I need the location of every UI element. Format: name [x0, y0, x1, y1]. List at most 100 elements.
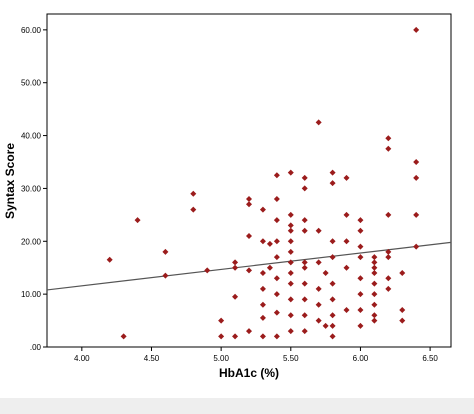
data-point [246, 196, 252, 202]
data-point [329, 254, 336, 261]
data-point [273, 333, 280, 340]
data-point [329, 333, 336, 340]
data-point [329, 322, 336, 329]
data-point [246, 328, 252, 335]
data-point [357, 217, 364, 224]
y-tick-label: 30.00 [21, 184, 42, 193]
data-point [322, 322, 329, 329]
data-point [162, 248, 169, 255]
data-point [315, 285, 322, 292]
data-point [315, 227, 322, 234]
data-point [329, 280, 336, 287]
data-point [371, 259, 378, 266]
x-tick-label: 5.00 [213, 354, 229, 363]
y-tick-label: 10.00 [21, 290, 42, 299]
bottom-band [0, 398, 474, 414]
plot-area [46, 13, 452, 348]
data-point [329, 296, 336, 303]
data-point [315, 259, 322, 266]
data-point [204, 267, 211, 274]
data-point [343, 238, 350, 245]
data-point [259, 333, 266, 340]
data-point [357, 322, 364, 329]
data-point [287, 248, 294, 255]
data-point [301, 328, 308, 335]
data-point [232, 264, 239, 271]
data-point [287, 280, 294, 287]
data-point [371, 270, 378, 276]
data-point [371, 301, 378, 308]
data-point [301, 217, 308, 224]
data-point [301, 227, 308, 234]
x-tick-label: 6.50 [422, 354, 438, 363]
data-point [259, 301, 266, 308]
data-point [232, 259, 239, 266]
data-point [246, 201, 252, 208]
data-point [287, 211, 294, 218]
data-point [385, 145, 392, 152]
y-tick-label: .00 [30, 343, 42, 352]
data-point [273, 238, 280, 245]
data-point [266, 264, 273, 271]
y-axis-title: Syntax Score [3, 143, 17, 219]
data-point [399, 270, 406, 276]
y-tick-label: 50.00 [21, 79, 42, 88]
data-point [399, 307, 406, 313]
x-tick-label: 6.00 [353, 354, 369, 363]
data-point [287, 222, 294, 229]
y-tick-label: 20.00 [21, 237, 42, 246]
data-point [385, 211, 392, 218]
data-point [246, 233, 252, 239]
data-point [413, 26, 420, 33]
data-point [287, 238, 294, 245]
data-point [259, 238, 266, 245]
data-point [301, 185, 308, 192]
data-point [106, 256, 113, 263]
data-point [190, 190, 197, 197]
data-point [357, 243, 364, 250]
data-point [246, 267, 252, 274]
data-point [134, 217, 141, 224]
data-point [273, 309, 280, 316]
data-point [301, 296, 308, 303]
data-point [232, 333, 239, 340]
data-point [329, 238, 336, 245]
data-point [259, 206, 266, 213]
data-point [273, 172, 280, 179]
data-point [273, 217, 280, 224]
x-axis-title: HbA1c (%) [219, 366, 279, 380]
data-point [371, 264, 378, 271]
data-point [385, 248, 392, 255]
data-point [385, 275, 392, 282]
data-point [371, 312, 378, 319]
data-point [371, 280, 378, 287]
data-point [329, 312, 336, 319]
data-point [385, 135, 392, 142]
data-point [329, 169, 336, 176]
data-point [218, 333, 225, 340]
data-point [413, 211, 420, 218]
data-point [315, 317, 322, 324]
data-point [190, 206, 197, 213]
data-point [343, 174, 350, 181]
x-tick-label: 4.00 [74, 354, 90, 363]
x-tick-label: 5.50 [283, 354, 299, 363]
data-point [315, 301, 322, 308]
data-point [385, 285, 392, 292]
data-point [287, 169, 294, 176]
data-point [322, 270, 329, 276]
data-point [259, 270, 266, 276]
data-point [413, 174, 420, 181]
data-point [413, 159, 420, 165]
data-point [301, 280, 308, 287]
fit-line [46, 241, 452, 291]
data-point [162, 272, 169, 279]
data-point [371, 254, 378, 261]
data-point [385, 254, 392, 261]
data-point [287, 227, 294, 234]
data-point [273, 196, 280, 202]
x-tick-label: 4.50 [144, 354, 160, 363]
data-point [357, 275, 364, 282]
data-point [232, 293, 239, 300]
data-point [371, 317, 378, 324]
